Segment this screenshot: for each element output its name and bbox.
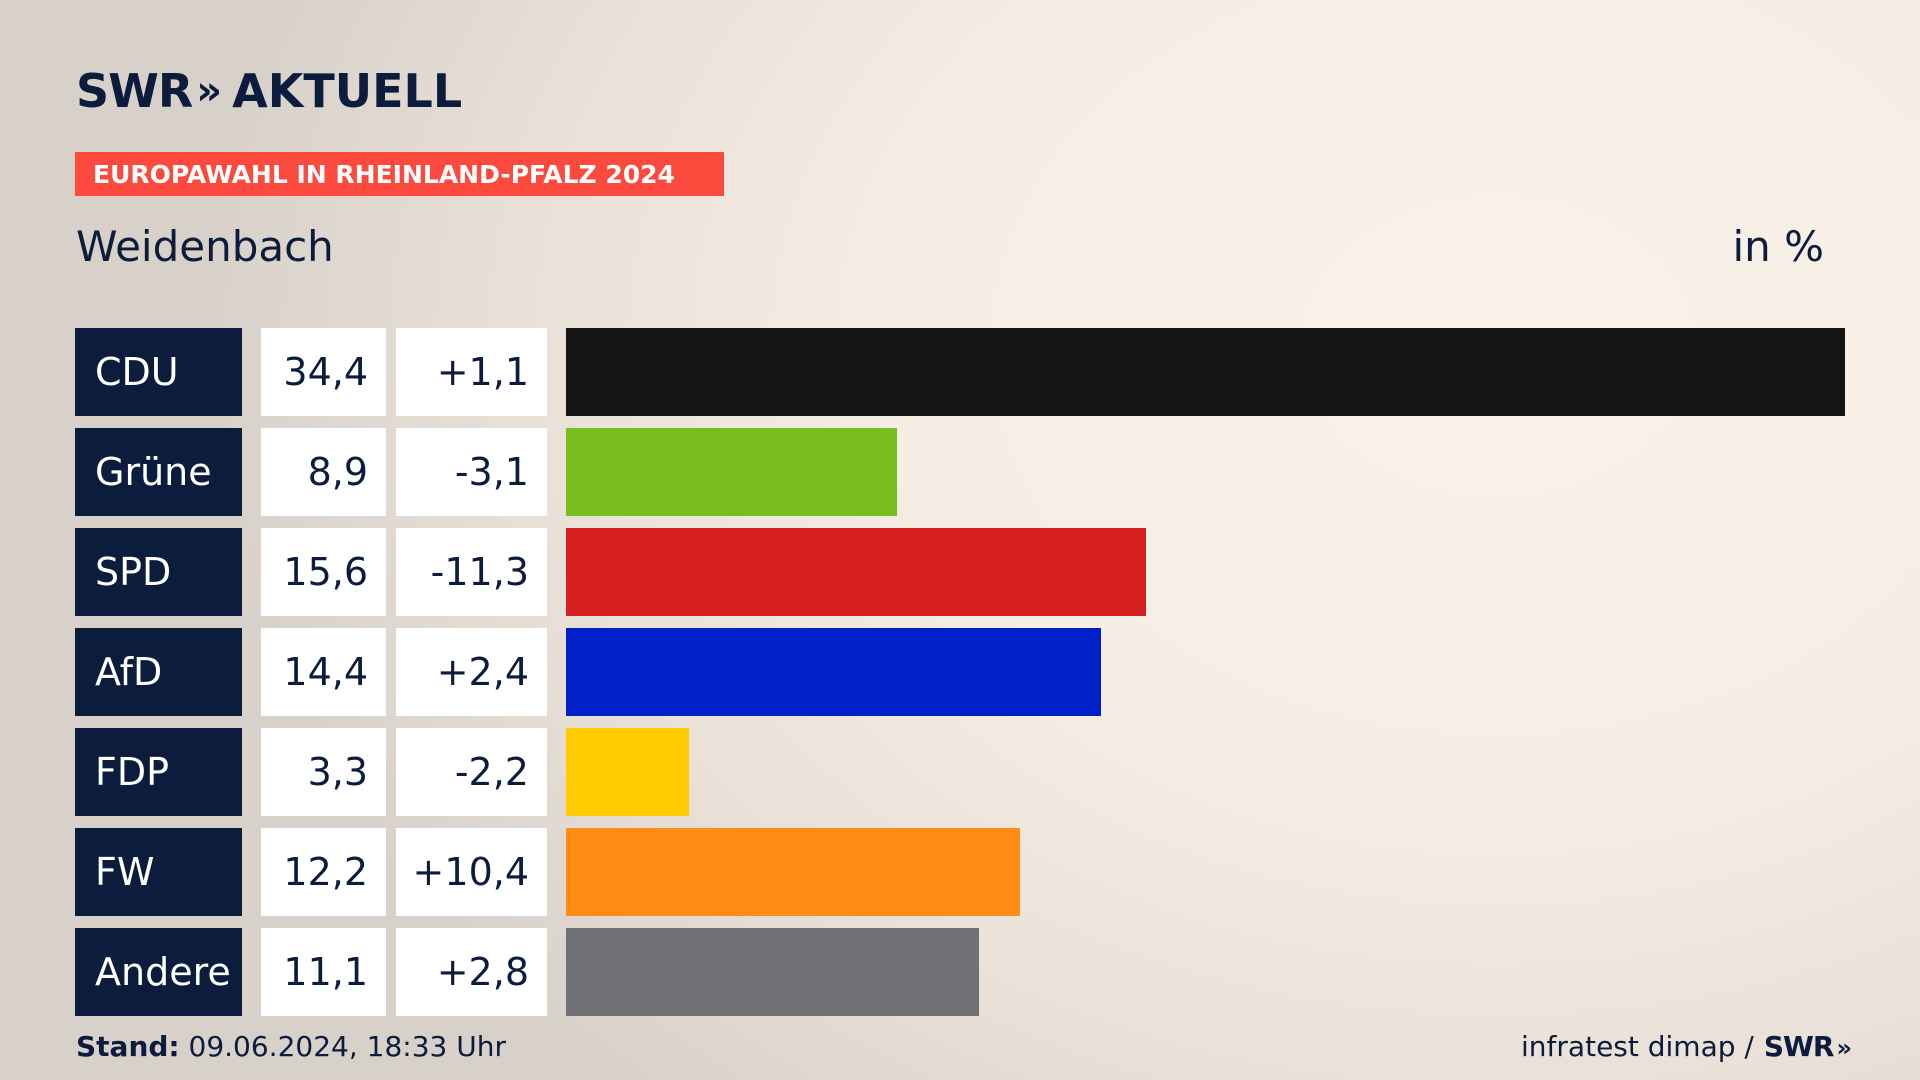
- value-label-cdu: 34,4: [261, 328, 386, 416]
- timestamp-label: Stand:: [76, 1030, 180, 1063]
- change-label-fw: +10,4: [396, 828, 547, 916]
- bar-gr-ne: [566, 428, 897, 516]
- value-label-gr-ne: 8,9: [261, 428, 386, 516]
- source-chevron-icon: »: [1836, 1034, 1851, 1062]
- change-label-spd: -11,3: [396, 528, 547, 616]
- bar-afd: [566, 628, 1101, 716]
- election-banner: EUROPAWAHL IN RHEINLAND-PFALZ 2024: [75, 152, 724, 196]
- value-label-andere: 11,1: [261, 928, 386, 1016]
- party-label-gr-ne: Grüne: [75, 428, 242, 516]
- change-label-fdp: -2,2: [396, 728, 547, 816]
- bar-andere: [566, 928, 979, 1016]
- source-credit: infratest dimap / SWR»: [1521, 1030, 1852, 1063]
- bar-spd: [566, 528, 1146, 616]
- value-label-fdp: 3,3: [261, 728, 386, 816]
- value-label-fw: 12,2: [261, 828, 386, 916]
- place-title: Weidenbach: [76, 222, 334, 271]
- logo-swr-text: SWR: [76, 64, 193, 118]
- change-label-afd: +2,4: [396, 628, 547, 716]
- bar-cdu: [566, 328, 1845, 416]
- timestamp: Stand: 09.06.2024, 18:33 Uhr: [76, 1030, 506, 1063]
- party-label-andere: Andere: [75, 928, 242, 1016]
- change-label-gr-ne: -3,1: [396, 428, 547, 516]
- value-label-afd: 14,4: [261, 628, 386, 716]
- change-label-cdu: +1,1: [396, 328, 547, 416]
- unit-label: in %: [1732, 222, 1824, 271]
- change-label-andere: +2,8: [396, 928, 547, 1016]
- party-label-spd: SPD: [75, 528, 242, 616]
- party-label-afd: AfD: [75, 628, 242, 716]
- party-label-fw: FW: [75, 828, 242, 916]
- bar-fdp: [566, 728, 689, 816]
- party-label-cdu: CDU: [75, 328, 242, 416]
- source-swr-text: SWR: [1763, 1030, 1835, 1063]
- value-label-spd: 15,6: [261, 528, 386, 616]
- logo-aktuell-text: AKTUELL: [232, 64, 463, 118]
- timestamp-value: 09.06.2024, 18:33 Uhr: [179, 1030, 506, 1063]
- party-label-fdp: FDP: [75, 728, 242, 816]
- source-swr-logo: SWR»: [1763, 1030, 1852, 1063]
- swr-aktuell-logo: SWR » AKTUELL: [76, 64, 463, 118]
- logo-chevron-icon: »: [196, 68, 222, 114]
- bar-fw: [566, 828, 1020, 916]
- source-text: infratest dimap /: [1521, 1030, 1754, 1063]
